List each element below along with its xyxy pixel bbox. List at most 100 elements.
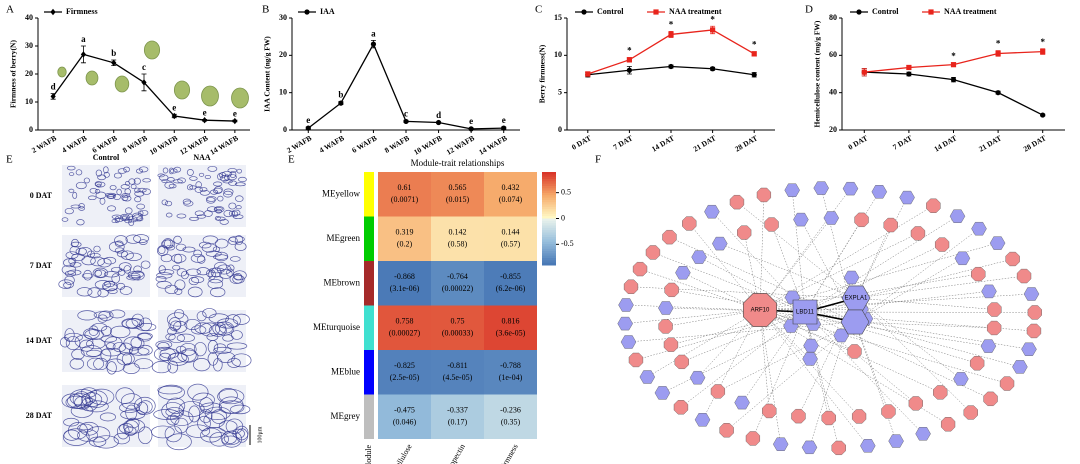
colorbar-step — [542, 197, 556, 201]
cell-wall — [208, 275, 224, 284]
gene-node — [949, 209, 966, 223]
cell-wall — [136, 203, 146, 210]
column-label: Control — [93, 153, 120, 162]
cell-wall — [65, 395, 88, 409]
colorbar-step — [542, 209, 556, 213]
y-axis-label: IAA Content (ng/g FW) — [263, 36, 272, 112]
y-tick-label: 20 — [829, 125, 837, 134]
gene-node — [674, 354, 689, 369]
gene-node — [935, 237, 950, 252]
colorbar-step — [542, 237, 556, 240]
gene-node — [664, 282, 679, 297]
cell-wall — [118, 342, 133, 356]
edge — [698, 256, 806, 313]
cell-wall — [114, 247, 125, 254]
x-tick-label: 8 WAFB — [383, 133, 411, 154]
edge — [798, 297, 857, 417]
gene-node — [689, 371, 706, 385]
y-tick-label: 80 — [829, 13, 837, 22]
gene-node — [842, 181, 859, 196]
berry-photo — [85, 70, 99, 86]
cell-wall — [165, 212, 173, 218]
cell-wall — [198, 241, 212, 249]
cell-wall — [227, 357, 241, 368]
x-tick-label: 14 DAT — [933, 133, 959, 153]
cell-wall — [235, 195, 244, 202]
cell-wall — [134, 196, 142, 203]
cell-wall — [134, 187, 141, 193]
cell-wall — [68, 172, 75, 176]
colorbar-step — [542, 253, 556, 257]
heatmap-cell — [484, 305, 537, 350]
cell-wall — [168, 317, 182, 332]
cell-wall — [94, 189, 101, 194]
cell-wall — [133, 177, 141, 185]
heatmap-cell — [431, 216, 484, 261]
cell-wall — [61, 217, 69, 222]
edge — [855, 297, 971, 413]
gene-node — [1021, 342, 1037, 356]
colorbar-label: 0 — [561, 213, 565, 222]
significance-label: b — [338, 90, 343, 100]
cell-value: -0.788 — [500, 361, 521, 370]
colorbar-step — [542, 223, 556, 226]
point — [668, 31, 674, 38]
point — [403, 118, 409, 125]
point — [585, 71, 591, 77]
berry-photo — [57, 66, 67, 78]
edge — [741, 311, 806, 403]
edge — [743, 232, 761, 311]
cell-wall — [126, 274, 141, 281]
gene-node — [980, 339, 997, 353]
cell-wall — [166, 397, 186, 414]
gene-node — [675, 266, 691, 280]
y-tick-label: 40 — [829, 87, 837, 96]
cell-wall — [188, 405, 201, 423]
cell-wall — [85, 390, 108, 408]
significance-label: d — [436, 110, 441, 120]
cell-wall — [108, 309, 126, 319]
cell-wall — [219, 269, 233, 279]
edge — [680, 311, 806, 408]
heatmap-cell — [378, 172, 431, 217]
cell-wall — [100, 335, 118, 343]
cell-wall — [105, 342, 116, 351]
gene-node — [908, 396, 923, 411]
cell-wall — [109, 185, 117, 191]
cell-wall — [77, 423, 94, 433]
hub-label: EXPLA1 — [845, 296, 868, 302]
edge — [804, 219, 862, 313]
cell-wall — [202, 308, 217, 319]
colorbar-step — [542, 244, 556, 247]
cell-wall — [106, 361, 117, 375]
cell-wall — [221, 430, 242, 448]
y-tick-label: 10 — [554, 50, 562, 59]
cell-wall — [158, 384, 185, 400]
cell-wall — [207, 165, 218, 172]
cell-wall — [216, 318, 239, 329]
legend-label: Control — [597, 7, 624, 16]
row-label: MEyellow — [322, 188, 360, 198]
cell-wall — [164, 200, 173, 207]
cell-p-value: (2.5e-05) — [390, 373, 420, 382]
gene-node — [981, 284, 997, 299]
cell-wall — [87, 287, 102, 298]
y-tick-label: 10 — [25, 97, 33, 106]
cell-wall — [166, 312, 189, 327]
cell-wall — [217, 195, 224, 202]
cell-wall — [196, 311, 207, 322]
cell-wall — [97, 258, 112, 268]
colorbar-step — [542, 181, 556, 185]
cell-wall — [116, 188, 122, 196]
cell-wall — [228, 236, 238, 245]
cell-wall — [102, 281, 118, 292]
cell-wall — [234, 242, 247, 251]
gene-node — [762, 403, 777, 419]
cell-wall — [206, 197, 216, 204]
cell-wall — [213, 206, 225, 213]
edge — [652, 252, 806, 313]
x-tick-label: 21 DAT — [692, 133, 718, 153]
cell-wall — [174, 308, 185, 319]
cell-wall — [226, 268, 235, 277]
cell-value: 0.816 — [502, 317, 520, 326]
